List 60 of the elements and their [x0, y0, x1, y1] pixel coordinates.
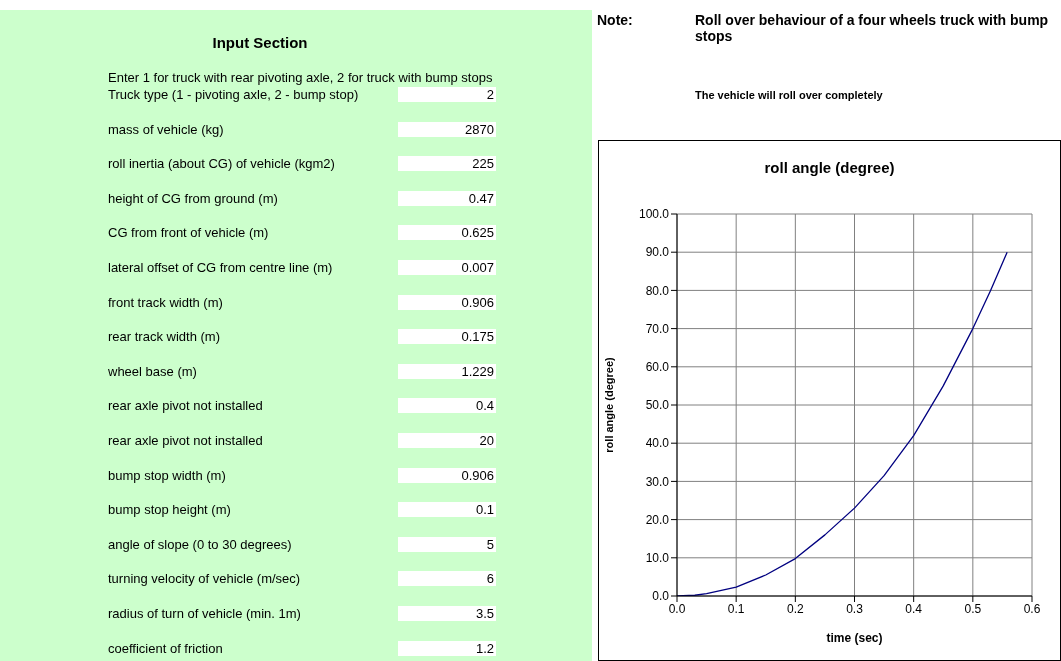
x-tick-label: 0.4 [905, 601, 923, 616]
text: front track width (m) [108, 294, 223, 310]
text: 3.5 [398, 606, 496, 621]
y-tick-label: 80.0 [645, 283, 670, 298]
text: mass of vehicle (kg) [108, 121, 224, 137]
text: 225 [398, 156, 496, 172]
text: lateral offset of CG from centre line (m) [108, 260, 333, 275]
x-tick-label: 0.1 [727, 601, 745, 616]
y-tick-label: 0.0 [652, 589, 670, 604]
text: height of CG from ground (m) [108, 190, 278, 206]
text: 20 [398, 433, 496, 448]
text: 0.625 [398, 225, 496, 241]
x-tick-label: 0.3 [846, 601, 864, 616]
text: coefficient of friction [108, 640, 223, 656]
y-tick-label: 30.0 [645, 474, 670, 489]
text: Enter 1 for truck with rear pivoting axle, 2 for truck with bump stops [108, 70, 493, 85]
text: bump stop width (m) [108, 467, 226, 483]
y-tick-label: 10.0 [645, 551, 670, 566]
text: wheel base (m) [108, 363, 197, 379]
text: 0.4 [398, 398, 496, 414]
chart-title: roll angle (degree) [763, 159, 896, 176]
text: rear axle pivot not installed [108, 433, 263, 448]
y-tick-label: 50.0 [645, 398, 670, 413]
text: roll inertia (about CG) of vehicle (kgm2) [108, 156, 335, 172]
text: radius of turn of vehicle (min. 1m) [108, 606, 301, 621]
text: 1.229 [398, 363, 496, 379]
y-tick-label: 100.0 [638, 207, 670, 222]
text: bump stop height (m) [108, 502, 231, 518]
text: 6 [398, 571, 496, 587]
text: angle of slope (0 to 30 degrees) [108, 536, 292, 552]
text: CG from front of vehicle (m) [108, 225, 269, 241]
text: 0.175 [398, 329, 496, 345]
text: 1.2 [398, 640, 496, 656]
text: Input Section [211, 34, 309, 51]
text: 2 [398, 87, 496, 102]
y-axis-title: roll angle (degree) [602, 356, 615, 453]
text: rear axle pivot not installed [108, 398, 263, 414]
text: rear track width (m) [108, 329, 220, 345]
y-tick-label: 90.0 [645, 245, 670, 260]
text: 0.007 [398, 260, 496, 275]
y-tick-label: 60.0 [645, 360, 670, 375]
text: Truck type (1 - pivoting axle, 2 - bump stop) [108, 87, 359, 102]
x-tick-label: 0.2 [786, 601, 804, 616]
text: Note: [597, 12, 633, 28]
text: 0.906 [398, 294, 496, 310]
text: The vehicle will roll over completely [695, 89, 883, 101]
x-tick-label: 0.6 [1023, 601, 1041, 616]
x-tick-label: 0.5 [964, 601, 982, 616]
text: Roll over behaviour of a four wheels truck with bump stops [695, 12, 1050, 44]
x-tick-label: 0.0 [668, 601, 686, 616]
y-tick-label: 20.0 [645, 512, 670, 527]
y-tick-label: 70.0 [645, 321, 670, 336]
text: 0.47 [398, 190, 496, 206]
text: 2870 [398, 121, 496, 137]
text: 5 [398, 536, 496, 552]
text: 0.906 [398, 467, 496, 483]
text: turning velocity of vehicle (m/sec) [108, 571, 301, 587]
x-axis-title: time (sec) [826, 631, 883, 645]
y-tick-label: 40.0 [645, 436, 670, 451]
text: 0.1 [398, 502, 496, 518]
